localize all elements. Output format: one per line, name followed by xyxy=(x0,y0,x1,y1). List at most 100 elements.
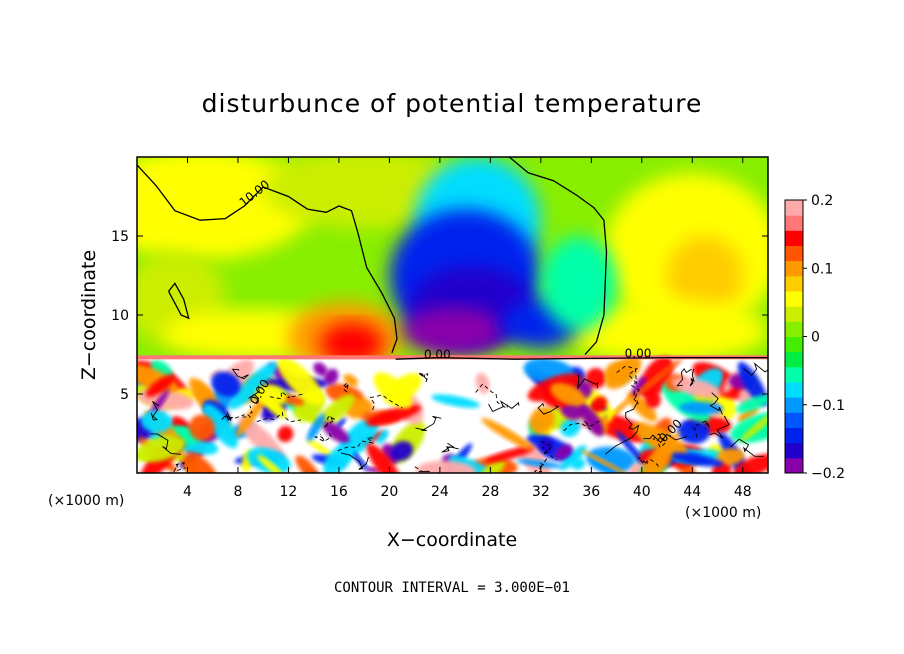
turbulence-patch xyxy=(638,441,673,473)
x-tick-label: 40 xyxy=(633,484,651,500)
contour-line xyxy=(605,424,640,455)
turbulence-patch xyxy=(188,414,215,441)
field-blob xyxy=(566,299,768,363)
contour-line xyxy=(577,374,599,390)
colorbar-swatch xyxy=(785,230,803,246)
x-tick-label: 4 xyxy=(183,484,192,500)
contour-line xyxy=(369,394,403,411)
colorbar-swatch xyxy=(785,366,803,383)
x-tick-label: 8 xyxy=(233,484,242,500)
turbulence-patch xyxy=(255,384,287,407)
turbulence-patch xyxy=(431,394,480,408)
turbulence-patch xyxy=(390,441,413,461)
x-tick-label: 36 xyxy=(582,484,600,500)
turbulence-patch xyxy=(322,421,350,444)
inversion-strip xyxy=(137,355,768,360)
colorbar-swatch xyxy=(785,427,803,444)
colorbar: 0.2 0.1 0 −0.1 −0.2 xyxy=(784,193,845,482)
colorbar-swatch xyxy=(785,442,803,459)
turbulence-patch xyxy=(183,454,218,473)
contour-line xyxy=(234,405,253,419)
y-axis-label: Z−coordinate xyxy=(78,250,100,380)
field-boundary-layer xyxy=(137,355,768,473)
turbulence-patch xyxy=(632,421,688,457)
contour-line xyxy=(730,438,764,457)
turbulence-patch xyxy=(586,446,636,473)
turbulence-patch xyxy=(529,406,555,435)
turbulence-patch xyxy=(145,374,175,398)
contour-labels: 10.000.00 0.000.000.00 xyxy=(237,177,685,445)
colorbar-swatch xyxy=(785,291,803,307)
plot-area xyxy=(137,157,768,473)
contour-line xyxy=(709,392,723,415)
x-tick-label: 44 xyxy=(683,484,701,500)
contour-line xyxy=(221,411,234,421)
contour-line xyxy=(337,436,375,452)
colorbar-tick-label: 0 xyxy=(811,330,820,346)
contour-line xyxy=(563,419,603,432)
turbulence-patch xyxy=(137,435,186,463)
contour-line xyxy=(150,401,160,421)
turbulence-patch xyxy=(580,449,629,473)
turbulence-patch xyxy=(550,382,587,407)
contour-line xyxy=(137,164,398,354)
turbulence-patch xyxy=(669,452,724,467)
turbulence-patch xyxy=(580,405,604,437)
contour-line xyxy=(341,382,352,393)
turbulence-patch xyxy=(203,403,238,449)
turbulence-patch xyxy=(590,396,608,413)
turbulence-patch xyxy=(229,361,278,410)
contour-line xyxy=(256,411,301,423)
contour-line xyxy=(643,433,688,444)
turbulence-patch xyxy=(323,444,354,473)
contour-line xyxy=(625,402,638,430)
turbulence-patch xyxy=(671,377,722,398)
contour-line xyxy=(248,385,260,404)
contour-line xyxy=(340,452,369,470)
contour-line xyxy=(534,458,548,472)
contour-line xyxy=(441,442,459,453)
contour-line xyxy=(269,390,306,400)
contour-line xyxy=(323,414,337,428)
turbulence-patch xyxy=(306,413,325,442)
colorbar-tick-label: 0.1 xyxy=(811,261,833,277)
field-blob xyxy=(540,236,617,331)
colorbar-swatch xyxy=(785,275,803,292)
contour-line xyxy=(616,365,638,385)
turbulence-patch xyxy=(313,362,328,377)
x-tick-label: 12 xyxy=(280,484,298,500)
chart-title: disturbunce of potential temperature xyxy=(202,89,703,118)
turbulence-patch xyxy=(554,444,573,460)
turbulence-patch xyxy=(559,445,587,470)
turbulence-patch xyxy=(677,419,710,444)
turbulence-patch xyxy=(343,373,358,387)
turbulence-patch xyxy=(475,372,490,394)
contour-label: 0.00 xyxy=(625,347,652,361)
contour-line xyxy=(743,362,768,377)
y-tick-label: 10 xyxy=(111,308,129,324)
contour-line xyxy=(168,282,190,320)
x-unit-left: (×1000 m) xyxy=(48,493,124,509)
turbulence-patch xyxy=(323,368,339,386)
colorbar-swatch xyxy=(785,306,803,322)
x-tick-label: 20 xyxy=(380,484,398,500)
contour-line xyxy=(395,357,768,360)
turbulence-patch xyxy=(716,448,745,465)
x-tick-label: 24 xyxy=(431,484,449,500)
contour-line xyxy=(414,466,431,472)
x-tick-label: 28 xyxy=(481,484,499,500)
contour-line xyxy=(637,456,659,467)
turbulence-patch xyxy=(516,458,563,469)
turbulence-patch xyxy=(277,357,324,405)
turbulence-patch xyxy=(366,443,404,473)
x-axis: 4 8 12 16 20 24 28 32 36 40 44 48 xyxy=(183,157,752,500)
turbulence-patch xyxy=(336,417,346,429)
turbulence-patch xyxy=(604,361,630,383)
colorbar-tick-label: −0.2 xyxy=(811,466,845,482)
turbulence-patch xyxy=(632,358,683,398)
turbulence-patch xyxy=(484,446,534,463)
x-tick-label: 16 xyxy=(330,484,348,500)
x-unit-right: (×1000 m) xyxy=(685,505,761,521)
x-axis-label: X−coordinate xyxy=(387,529,517,551)
